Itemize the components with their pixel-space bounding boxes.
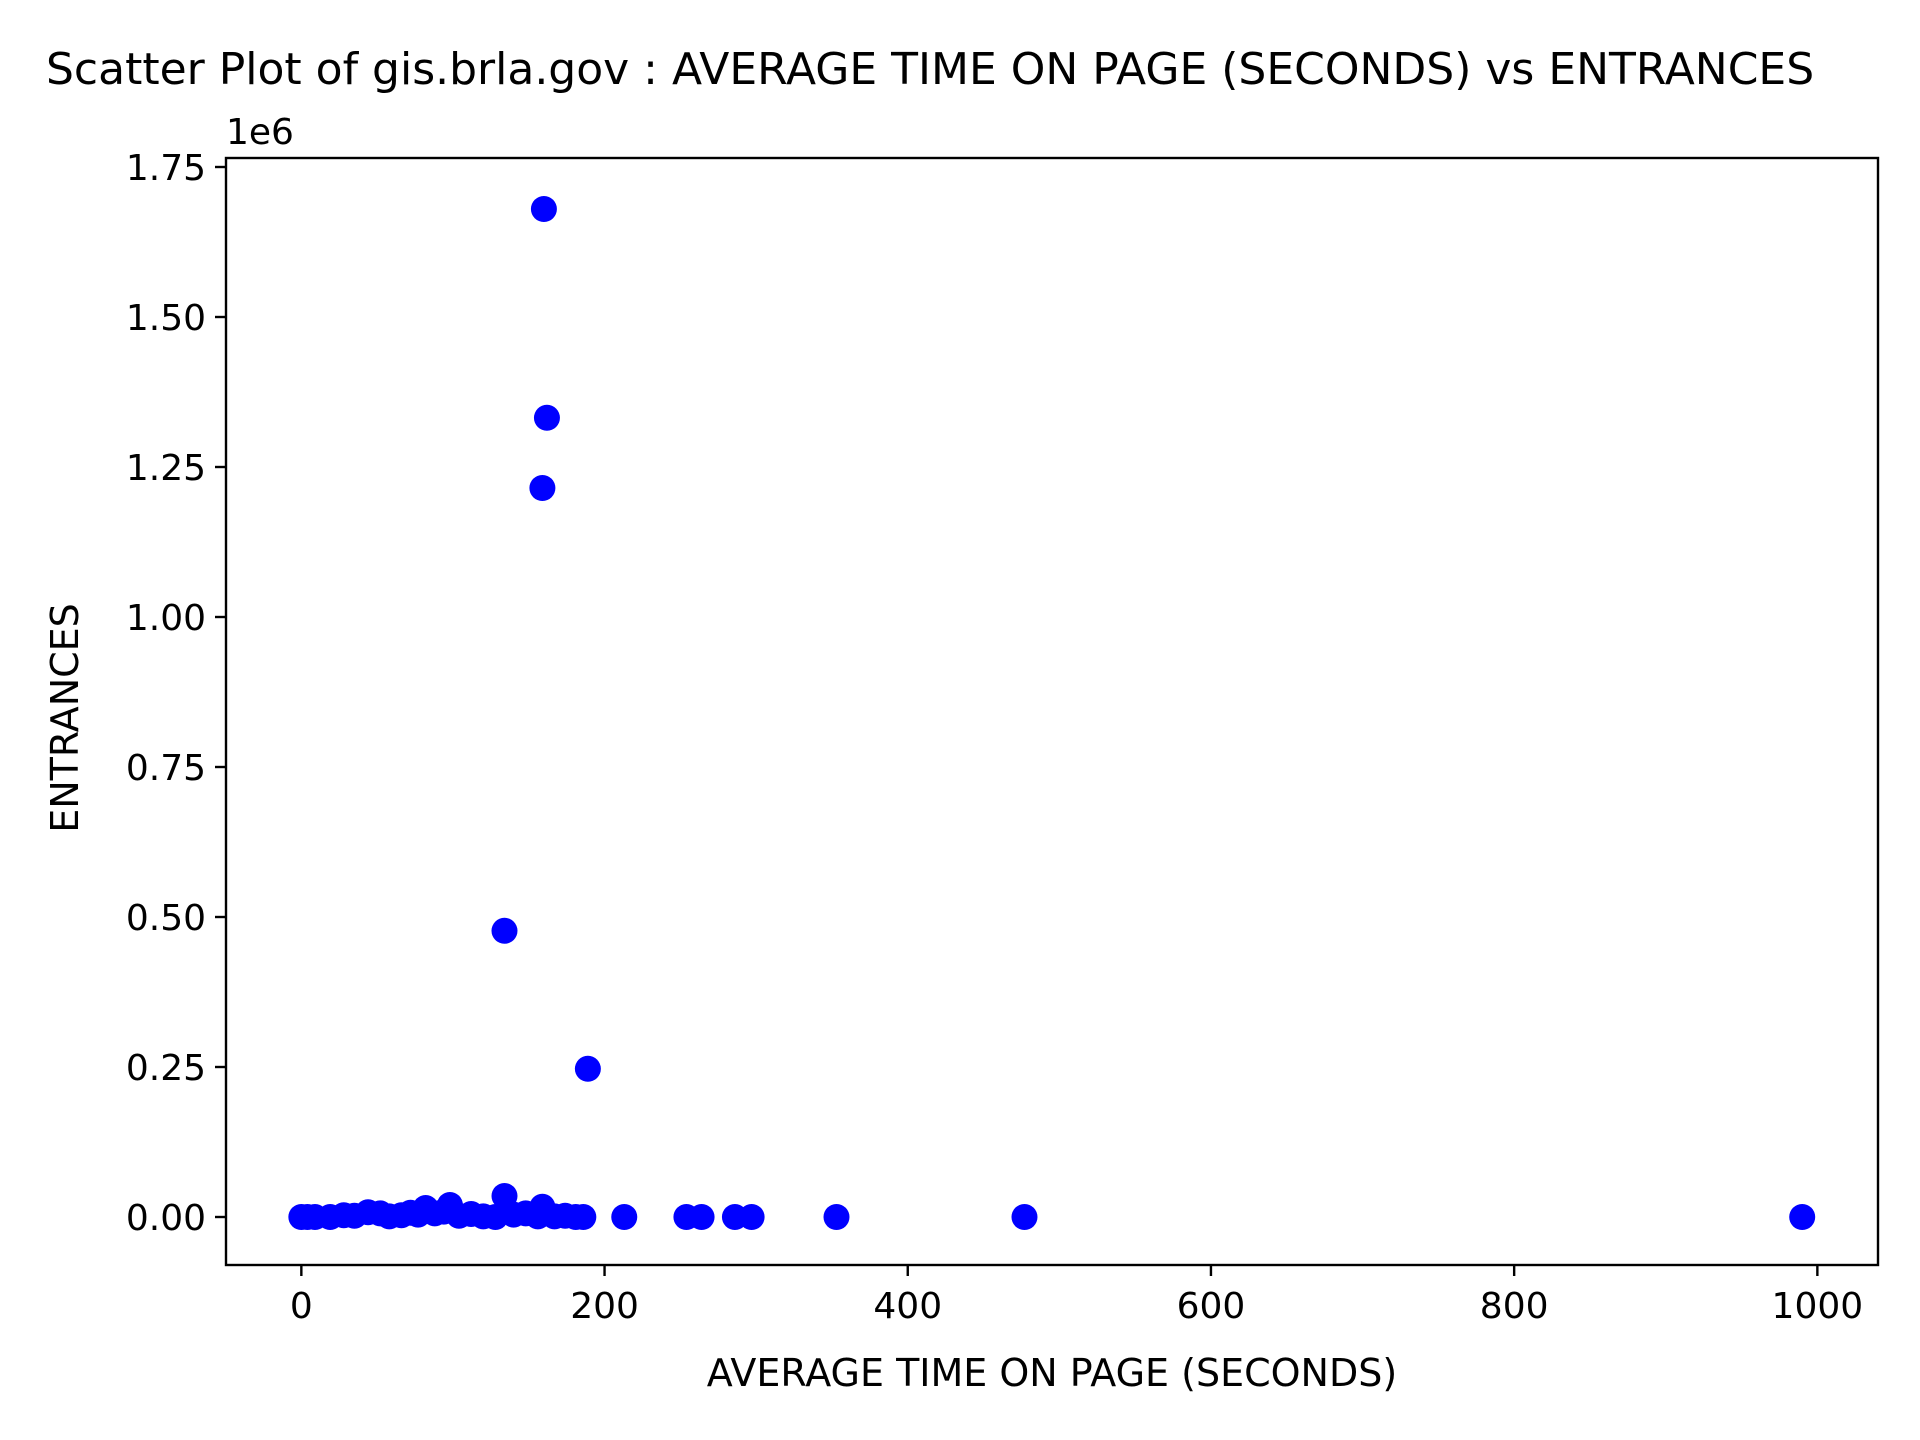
x-tick-label: 400	[873, 1286, 942, 1327]
data-point	[530, 196, 557, 222]
data-point	[491, 917, 518, 944]
data-point	[1011, 1204, 1038, 1230]
data-point	[529, 475, 556, 501]
plot-frame	[224, 156, 1880, 1267]
x-tick-label: 0	[290, 1286, 313, 1327]
x-tick-label: 200	[570, 1286, 639, 1327]
data-point	[574, 1055, 601, 1082]
y-tick-label: 0.75	[126, 748, 206, 789]
data-point	[533, 404, 560, 431]
y-tick-label: 0.00	[126, 1198, 206, 1239]
chart-title: Scatter Plot of gis.brla.gov : AVERAGE T…	[46, 44, 1814, 95]
y-tick-label: 1.75	[126, 148, 206, 189]
data-point	[738, 1204, 765, 1230]
data-point	[688, 1204, 715, 1230]
y-axis-ticks: 0.00 0.25 0.50 0.75 1.00 1.25 1.50 1.75	[126, 148, 226, 1239]
data-points	[288, 196, 1816, 1230]
y-tick-label: 1.00	[126, 598, 206, 639]
y-tick-label: 1.25	[126, 448, 206, 489]
y-offset-label: 1e6	[226, 112, 294, 153]
x-tick-label: 1000	[1772, 1286, 1864, 1327]
x-tick-label: 800	[1480, 1286, 1549, 1327]
data-point	[1789, 1204, 1816, 1230]
y-tick-label: 1.50	[126, 298, 206, 339]
y-axis-label: ENTRANCES	[43, 603, 87, 833]
data-point	[611, 1204, 638, 1230]
y-tick-label: 0.25	[126, 1048, 206, 1089]
x-tick-label: 600	[1177, 1286, 1246, 1327]
y-tick-label: 0.50	[126, 898, 206, 939]
x-axis-label: AVERAGE TIME ON PAGE (SECONDS)	[707, 1351, 1397, 1395]
data-point	[570, 1204, 597, 1230]
data-point	[823, 1204, 850, 1230]
x-axis-ticks: 0 200 400 600 800 1000	[290, 1265, 1863, 1327]
